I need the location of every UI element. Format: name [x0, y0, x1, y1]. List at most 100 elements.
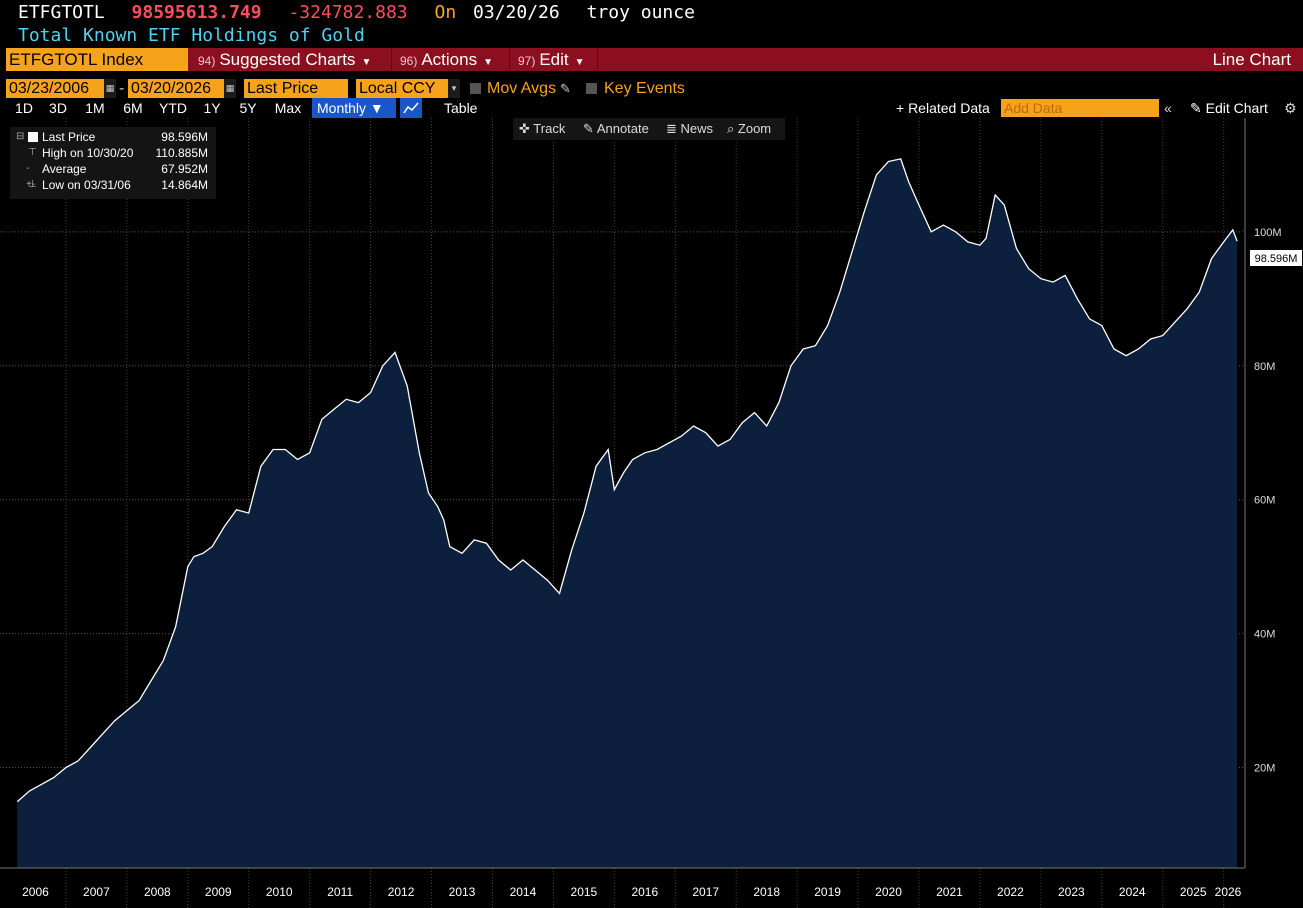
- legend-average-value: 67.952M: [161, 162, 208, 176]
- legend-last-value: 98.596M: [161, 130, 208, 144]
- pencil-icon[interactable]: ✎: [560, 81, 571, 96]
- legend-high-value: 110.885M: [155, 146, 208, 160]
- annotate-tool[interactable]: ✎ Annotate: [583, 118, 649, 140]
- start-date-field[interactable]: 03/23/2006: [6, 79, 104, 98]
- x-tick-label: 2007: [83, 885, 110, 899]
- crosshair-icon: ✜: [519, 121, 530, 136]
- edit-label: Edit: [539, 50, 569, 69]
- add-data-input[interactable]: Add Data: [1001, 99, 1159, 117]
- frequency-selector[interactable]: Monthly ▼: [312, 98, 396, 118]
- x-tick-label: 2006: [22, 885, 49, 899]
- x-tick-label: 2012: [388, 885, 415, 899]
- menu-bar: ETFGTOTL Index 94) Suggested Charts ▼ 96) A…: [6, 48, 1303, 71]
- news-tool[interactable]: ≣ News: [666, 118, 713, 140]
- range-3d[interactable]: 3D: [49, 100, 67, 116]
- range-1d[interactable]: 1D: [15, 100, 33, 116]
- pencil-icon: ✎: [1190, 100, 1202, 116]
- key-events-checkbox[interactable]: [586, 83, 597, 94]
- related-data-button[interactable]: + Related Data: [896, 100, 990, 116]
- x-tick-label: 2015: [571, 885, 598, 899]
- date-separator: -: [119, 80, 125, 97]
- x-tick-label: 2008: [144, 885, 171, 899]
- x-tick-label: 2025: [1180, 885, 1207, 899]
- x-tick-label: 2019: [814, 885, 841, 899]
- dropdown-arrow-icon[interactable]: ▾: [448, 79, 460, 98]
- y-tick-label: 60M: [1254, 495, 1275, 507]
- change-value: -324782.883: [288, 2, 408, 23]
- caret-down-icon: ▼: [361, 57, 372, 68]
- legend-panel: ⊟ Last Price 98.596M ⊤ High on 10/30/20 …: [10, 127, 216, 199]
- gear-icon[interactable]: ⚙: [1284, 100, 1297, 116]
- caret-down-icon: ▼: [574, 57, 585, 68]
- series-line: [16, 158, 1238, 803]
- calendar-icon[interactable]: ▦: [224, 79, 236, 98]
- area-fill: [17, 158, 1238, 868]
- x-tick-label: 2024: [1119, 885, 1146, 899]
- actions-number: 96): [400, 54, 418, 68]
- edit-chart-button[interactable]: ✎ Edit Chart: [1190, 98, 1268, 118]
- range-ytd[interactable]: YTD: [159, 100, 187, 116]
- x-tick-label: 2023: [1058, 885, 1085, 899]
- actions-button[interactable]: 96) Actions ▼: [394, 48, 510, 71]
- legend-last-label: Last Price: [42, 130, 96, 144]
- quote-date: 03/20/26: [473, 2, 560, 23]
- last-value: 98595613.749: [131, 2, 262, 23]
- mov-avgs-label: Mov Avgs: [487, 80, 557, 97]
- x-axis: 2006 2007 2008 2009 2010 2011 2012 2013 2014 2015…: [22, 885, 1242, 899]
- track-label: Track: [533, 121, 566, 136]
- range-6m[interactable]: 6M: [123, 100, 143, 116]
- end-date-field[interactable]: 03/20/2026: [128, 79, 224, 98]
- track-tool[interactable]: ✜ Track: [519, 118, 565, 140]
- collapse-icon[interactable]: ⊟: [16, 131, 25, 142]
- legend-last[interactable]: ⊟ Last Price 98.596M: [16, 129, 212, 145]
- unit-label: troy ounce: [586, 2, 695, 23]
- edit-button[interactable]: 97) Edit ▼: [512, 48, 598, 71]
- chart-type-label[interactable]: Line Chart: [1212, 50, 1291, 69]
- suggested-charts-button[interactable]: 94) Suggested Charts ▼: [192, 48, 392, 71]
- legend-average: -+- Average 67.952M: [16, 161, 212, 190]
- security-description: Total Known ETF Holdings of Gold: [18, 25, 365, 46]
- zoom-tool[interactable]: ⌕ Zoom: [727, 118, 771, 140]
- pencil-icon: ✎: [583, 121, 594, 136]
- x-tick-label: 2009: [205, 885, 232, 899]
- legend-high-label: High on 10/30/20: [42, 146, 134, 160]
- currency-selector[interactable]: Local CCY: [356, 79, 448, 98]
- magnifier-icon: ⌕: [727, 121, 735, 136]
- y-tick-label: 20M: [1254, 763, 1275, 775]
- line-chart-icon[interactable]: [400, 98, 422, 118]
- last-price-label: 98.596M: [1255, 253, 1298, 265]
- x-tick-label: 2018: [753, 885, 780, 899]
- frequency-label: Monthly: [317, 100, 367, 116]
- actions-label: Actions: [421, 50, 478, 69]
- range-1y[interactable]: 1Y: [203, 100, 221, 116]
- x-tick-label: 2014: [510, 885, 537, 899]
- y-axis: 20M 40M 60M 80M 100M: [1254, 227, 1282, 775]
- legend-low-value: 14.864M: [161, 178, 208, 192]
- news-label: News: [680, 121, 714, 136]
- table-button[interactable]: Table: [444, 100, 478, 116]
- mov-avgs-checkbox[interactable]: [470, 83, 481, 94]
- chart-area[interactable]: 20M 40M 60M 80M 100M 2006 2007 2008 2009 2010 201…: [0, 118, 1303, 908]
- range-1m[interactable]: 1M: [85, 100, 105, 116]
- x-tick-label: 2020: [875, 885, 902, 899]
- annotate-label: Annotate: [596, 121, 649, 136]
- field-selector[interactable]: Last Price: [244, 79, 348, 98]
- suggested-charts-label: Suggested Charts: [219, 50, 356, 69]
- legend-low: ⊥ Low on 03/31/06 14.864M: [16, 177, 212, 193]
- caret-down-icon: ▼: [483, 57, 493, 68]
- x-tick-label: 2017: [692, 885, 719, 899]
- range-max[interactable]: Max: [274, 100, 302, 116]
- index-field[interactable]: ETFGTOTL Index: [6, 48, 188, 71]
- zoom-label: Zoom: [737, 121, 772, 136]
- chart-toolbar: ✜ Track ✎ Annotate ≣ News ⌕ Zoom: [513, 118, 785, 140]
- legend-average-label: Average: [42, 162, 87, 176]
- caret-down-icon: ▼: [369, 100, 384, 116]
- range-5y[interactable]: 5Y: [239, 100, 257, 116]
- key-events-label: Key Events: [604, 80, 685, 97]
- high-marker-icon: ⊤: [28, 147, 37, 158]
- calendar-icon[interactable]: ▦: [104, 79, 116, 98]
- collapse-icon[interactable]: «: [1164, 100, 1172, 116]
- ticker-symbol: ETFGTOTL: [18, 2, 105, 23]
- x-tick-label: 2021: [936, 885, 963, 899]
- suggested-charts-number: 94): [198, 54, 216, 68]
